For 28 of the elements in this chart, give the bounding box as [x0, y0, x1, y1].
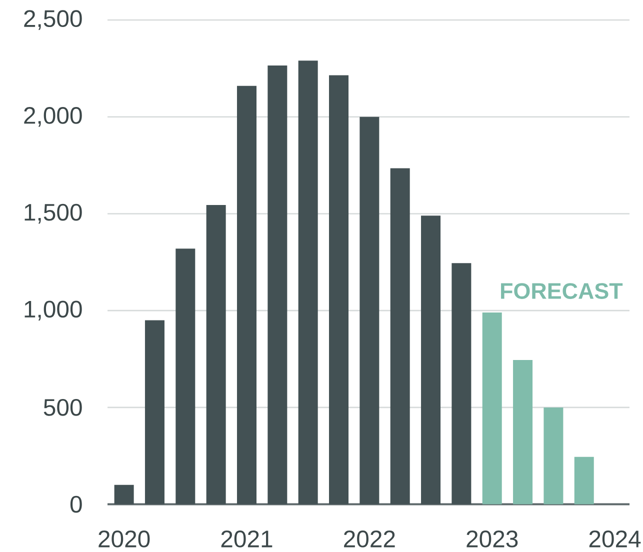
bar — [360, 116, 380, 504]
y-tick-label: 2,500 — [24, 10, 82, 30]
bar — [268, 66, 288, 504]
x-tick-label: 2020 — [98, 530, 150, 548]
y-tick-label: 500 — [44, 398, 82, 416]
bar — [513, 360, 533, 504]
y-tick-label: 1,000 — [24, 300, 82, 320]
bar — [390, 168, 410, 504]
bar — [206, 205, 226, 504]
annotation: FORECAST — [501, 283, 623, 299]
bar — [298, 60, 318, 504]
bar — [544, 407, 564, 504]
bar — [574, 456, 594, 504]
bar — [482, 312, 502, 504]
bar — [144, 320, 164, 504]
x-tick-label: 2022 — [344, 530, 395, 548]
bar — [114, 484, 134, 504]
bar — [236, 86, 256, 504]
x-tick-label: 2024 — [589, 530, 641, 548]
y-tick-label: 1,500 — [24, 204, 82, 224]
bar — [176, 248, 196, 504]
x-tick-label: 2021 — [221, 530, 272, 548]
bar — [329, 75, 349, 504]
x-tick-label: 2023 — [466, 530, 518, 548]
y-tick-label: 2,000 — [24, 106, 82, 127]
bar — [421, 216, 441, 504]
y-tick-label: 0 — [70, 496, 82, 513]
bar — [452, 263, 472, 504]
